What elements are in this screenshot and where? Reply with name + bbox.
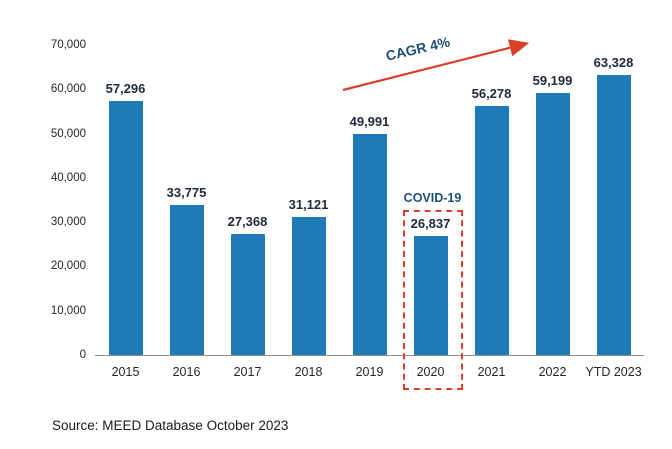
x-axis-label-2018: 2018 [294, 365, 323, 379]
bar-group-YTD 2023: 63,328 [583, 45, 644, 355]
bar-2019 [352, 133, 387, 355]
x-axis-label-2021: 2021 [477, 365, 506, 379]
bar-value-label: 33,775 [166, 185, 207, 201]
bar-value-label: 27,368 [227, 213, 268, 229]
x-axis-label-2022: 2022 [538, 365, 567, 379]
plot-area: 57,296 33,775 27,368 31,121 49,991 26,837 56,2… [95, 45, 644, 356]
y-axis-label: 40,000 [50, 171, 86, 184]
y-axis-label: 60,000 [50, 83, 86, 96]
y-axis: 70,000 60,000 50,000 40,000 30,000 20,000 10,0… [42, 38, 95, 362]
x-axis-label-2020: 2020 [416, 365, 445, 379]
x-axis-label-2015: 2015 [111, 365, 140, 379]
bar-value-label: 26,837 [410, 216, 451, 232]
bar-group-2020: 26,837 [400, 45, 461, 355]
bar-value-label: 31,121 [288, 197, 329, 213]
bar-2017 [230, 233, 265, 355]
y-axis-label: 30,000 [50, 216, 86, 229]
x-axis: 2015 2016 2017 2018 2019 2020 2021 2022 YTD 2023 [95, 365, 644, 379]
bar-2016 [169, 205, 204, 355]
bar-value-label: 57,296 [105, 81, 146, 97]
chart-area: 70,000 60,000 50,000 40,000 30,000 20,000 10,0… [42, 38, 644, 390]
bar-2021 [474, 105, 509, 355]
bar-YTD 2023 [596, 74, 631, 355]
x-axis-label-2017: 2017 [233, 365, 262, 379]
bar-2022 [535, 92, 570, 355]
bar-group-2018: 31,121 [278, 45, 339, 355]
bar-value-label: 49,991 [349, 113, 390, 129]
bar-group-2022: 59,199 [522, 45, 583, 355]
y-axis-label: 70,000 [50, 39, 86, 51]
bar-value-label: 59,199 [532, 72, 573, 88]
cagr-trend-arrow-icon [342, 39, 530, 92]
bar-group-2015: 57,296 [95, 45, 156, 355]
bar-group-2019: 49,991 [339, 45, 400, 355]
x-axis-label-2019: 2019 [355, 365, 384, 379]
source-note: Source: MEED Database October 2023 [52, 418, 289, 433]
y-axis-label: 50,000 [50, 127, 86, 140]
covid-annotation-label: COVID-19 [403, 191, 462, 206]
bar-2020 [413, 236, 448, 355]
x-axis-label-YTD 2023: YTD 2023 [585, 365, 642, 379]
bar-value-label: 56,278 [471, 85, 512, 101]
y-axis-label: 0 [79, 348, 86, 361]
bar-value-label: 63,328 [593, 54, 634, 70]
bar-2015 [108, 101, 143, 355]
bar-2018 [291, 217, 326, 355]
bar-group-2021: 56,278 [461, 45, 522, 355]
bar-group-2017: 27,368 [217, 45, 278, 355]
x-axis-label-2016: 2016 [172, 365, 201, 379]
bar-group-2016: 33,775 [156, 45, 217, 355]
plot-stack: 57,296 33,775 27,368 31,121 49,991 26,837 56,2… [95, 45, 644, 379]
y-axis-label: 10,000 [50, 304, 86, 317]
y-axis-label: 20,000 [50, 260, 86, 273]
